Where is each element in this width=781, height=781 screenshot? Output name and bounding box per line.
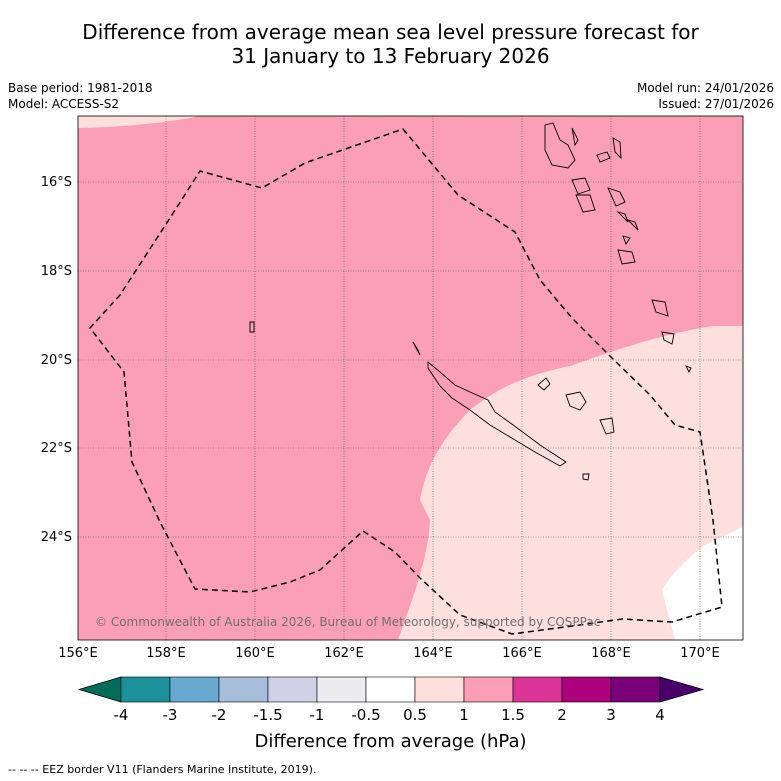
colorbar-swatch xyxy=(218,676,269,703)
map-frame xyxy=(77,115,744,641)
anomaly-field-weak-southeast xyxy=(398,326,743,640)
colorbar-swatch xyxy=(610,676,661,703)
issued-date: Issued: 27/01/2026 xyxy=(658,97,774,111)
colorbar-tick-label: 3 xyxy=(606,706,616,724)
graticule xyxy=(78,116,743,640)
colorbar-tick-label: -1 xyxy=(309,706,325,724)
lat-label: 20°S xyxy=(40,353,72,368)
map-title-line-1: Difference from average mean sea level p… xyxy=(82,20,699,44)
colorbar-tick-label: 0.5 xyxy=(403,706,427,724)
colorbar-swatch xyxy=(267,676,318,703)
map-area xyxy=(78,116,743,640)
lat-label: 18°S xyxy=(40,264,72,279)
model-name: Model: ACCESS-S2 xyxy=(8,97,120,111)
lon-label: 156°E xyxy=(58,646,98,661)
colorbar-tick-label: -1.5 xyxy=(253,706,283,724)
eez-border xyxy=(89,128,723,635)
lat-label: 24°S xyxy=(40,530,72,545)
colorbar-tick-label: -4 xyxy=(113,706,129,724)
colorbar-tick-label: 1 xyxy=(459,706,469,724)
lon-label: 168°E xyxy=(591,646,631,661)
colorbar-swatch xyxy=(512,676,563,703)
lon-label: 166°E xyxy=(502,646,542,661)
eez-legend: -- -- -- EEZ border V11 (Flanders Marine… xyxy=(8,763,317,776)
colorbar-swatch xyxy=(463,676,514,703)
colorbar xyxy=(77,676,705,703)
vanuatu-coastline xyxy=(544,122,576,169)
colorbar-label: Difference from average (hPa) xyxy=(254,731,527,752)
colorbar-tick-label: -2 xyxy=(211,706,227,724)
copyright-notice: © Commonwealth of Australia 2026, Bureau… xyxy=(95,615,601,629)
colorbar-swatch xyxy=(169,676,220,703)
base-period: Base period: 1981-2018 xyxy=(8,81,153,95)
lat-label: 16°S xyxy=(40,175,72,190)
anomaly-field-neutral xyxy=(662,527,743,640)
colorbar-extend-high xyxy=(659,676,705,703)
colorbar-swatch xyxy=(414,676,465,703)
model-run: Model run: 24/01/2026 xyxy=(636,81,774,95)
colorbar-tick-label: -0.5 xyxy=(351,706,381,724)
lon-label: 170°E xyxy=(680,646,720,661)
colorbar-swatch xyxy=(120,676,171,703)
colorbar-swatch xyxy=(561,676,612,703)
coastlines xyxy=(249,122,692,481)
colorbar-extend-low xyxy=(77,676,122,703)
anomaly-field-weak-north xyxy=(78,116,200,128)
lon-label: 162°E xyxy=(324,646,364,661)
colorbar-swatch xyxy=(316,676,367,703)
lon-label: 164°E xyxy=(413,646,453,661)
lon-label: 158°E xyxy=(146,646,186,661)
colorbar-tick-label: -3 xyxy=(162,706,178,724)
colorbar-tick-label: 4 xyxy=(655,706,665,724)
lon-label: 160°E xyxy=(235,646,275,661)
lat-label: 22°S xyxy=(40,441,72,456)
map-title-line-2: 31 January to 13 February 2026 xyxy=(231,44,550,68)
colorbar-swatch xyxy=(365,676,416,703)
new-caledonia-coastline xyxy=(427,361,567,467)
colorbar-tick-label: 1.5 xyxy=(501,706,525,724)
colorbar-tick-label: 2 xyxy=(557,706,567,724)
